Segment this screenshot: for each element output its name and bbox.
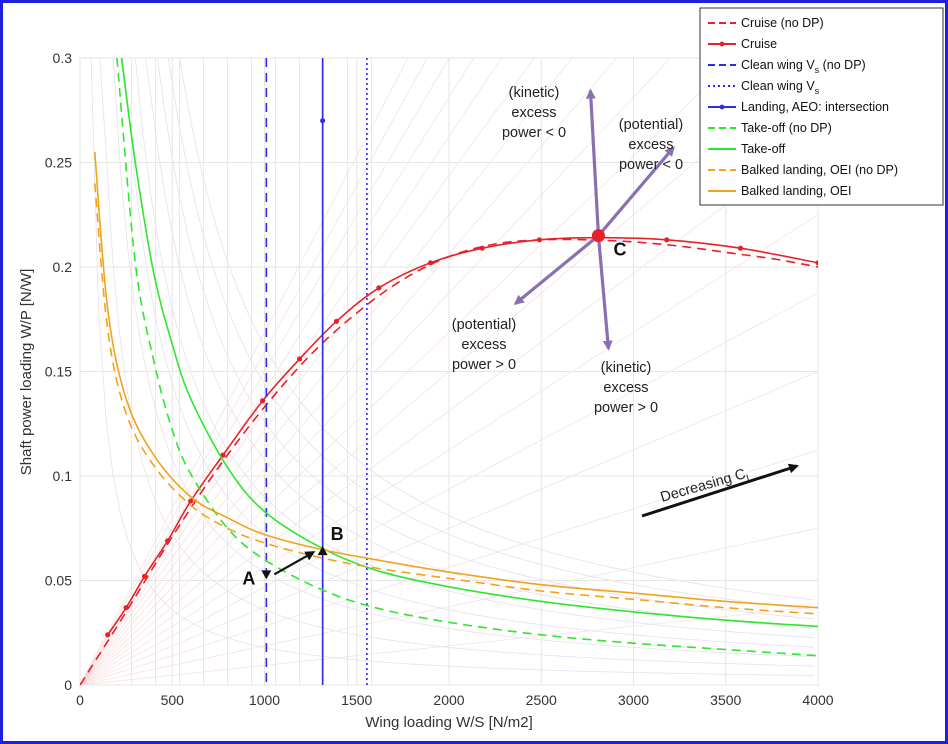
- tick-labels: 0 500 1000 1500 2000 2500 3000 3500 4000 0 0.05 0.1…: [45, 50, 834, 708]
- series-cruise-marker: [536, 237, 543, 243]
- series-balked-landing-oei-line: [94, 151, 818, 609]
- series-layer: [80, 58, 818, 685]
- arrow-potential-positive: [513, 234, 600, 305]
- legend: Cruise (no DP) Cruise Clean wing Vs (no DP…: [699, 7, 944, 206]
- legend-entry: Cruise: [741, 37, 777, 51]
- bg-hyperbola: [99, 58, 815, 667]
- series-cruise-marker: [664, 237, 670, 243]
- grid: [79, 57, 819, 686]
- annotation-kinetic-negative: (kinetic) excess power < 0: [502, 85, 566, 141]
- bg-hyperbola: [167, 58, 815, 610]
- y-tick-label: 0.05: [45, 573, 72, 589]
- point-b-label: B: [331, 524, 344, 544]
- x-tick-label: 1500: [341, 692, 372, 708]
- x-tick-label: 2000: [433, 692, 464, 708]
- x-tick-label: 0: [76, 692, 84, 708]
- legend-marker: [719, 104, 725, 110]
- bg-hyperbola: [157, 58, 815, 620]
- x-tick-label: 4000: [802, 692, 833, 708]
- y-axis-label: Shaft power loading W/P [N/W]: [18, 269, 35, 475]
- y-tick-label: 0.2: [53, 259, 73, 275]
- bg-ray: [80, 58, 409, 685]
- arrow-kinetic-negative: [585, 88, 601, 236]
- point-a-marker: [261, 570, 272, 580]
- series-cruise-marker: [376, 285, 382, 291]
- series-cruise-marker: [141, 573, 148, 579]
- bg-ray: [80, 58, 428, 685]
- series-cruise-marker: [296, 356, 303, 362]
- x-axis-label: Wing loading W/S [N/m2]: [365, 714, 533, 731]
- point-c-label: C: [613, 240, 626, 260]
- bg-hyperbola: [90, 58, 815, 676]
- series-landing-aeo-intersection-marker: [320, 118, 326, 124]
- x-tick-label: 3000: [618, 692, 649, 708]
- legend-entry: Balked landing, OEI: [741, 184, 852, 198]
- series-cruise-marker: [123, 605, 129, 611]
- legend-entry: Take-off (no DP): [741, 121, 832, 135]
- series-cruise-marker: [165, 538, 171, 544]
- point-a-label: A: [242, 568, 255, 588]
- legend-marker: [719, 41, 725, 47]
- series-cruise-marker: [220, 452, 226, 458]
- bg-hyperbola: [112, 58, 815, 657]
- series-cruise-marker: [260, 398, 266, 404]
- arrow-potential-negative: [597, 146, 675, 237]
- series-cruise-marker: [333, 318, 340, 324]
- annotation-potential-negative: (potential) excess power < 0: [619, 117, 683, 173]
- annotation-potential-positive: (potential) excess power > 0: [452, 317, 516, 373]
- annotation-kinetic-positive: (kinetic) excess power > 0: [594, 360, 658, 416]
- arrow-decreasing-cl: [641, 463, 799, 518]
- x-tick-label: 1000: [249, 692, 280, 708]
- legend-entry: Balked landing, OEI (no DP): [741, 163, 898, 177]
- point-c-marker: [591, 229, 605, 243]
- x-tick-label: 3500: [710, 692, 741, 708]
- series-balked-landing-oei-no-dp-line: [94, 183, 818, 615]
- series-cruise-marker: [188, 498, 194, 504]
- bg-hyperbola: [134, 58, 815, 639]
- y-tick-label: 0.15: [45, 364, 72, 380]
- series-cruise-marker: [815, 260, 818, 266]
- arrow-kinetic-positive: [596, 235, 613, 351]
- series-cruise-marker: [427, 260, 434, 266]
- legend-entry: Cruise (no DP): [741, 16, 824, 30]
- legend-entry: Clean wing Vs (no DP): [741, 58, 866, 75]
- series-cruise-marker: [105, 632, 111, 638]
- series-cruise-marker: [479, 245, 485, 251]
- y-tick-label: 0: [64, 677, 72, 693]
- legend-entry: Landing, AEO: intersection: [741, 100, 889, 114]
- legend-entry: Take-off: [741, 142, 786, 156]
- bg-hyperbola: [179, 58, 815, 601]
- series-take-off-no-dp-line: [116, 58, 818, 657]
- y-tick-label: 0.3: [53, 50, 73, 66]
- series-take-off-line: [120, 58, 818, 628]
- y-tick-label: 0.25: [45, 155, 72, 171]
- arrow-a-to-b: [273, 551, 316, 576]
- point-b-marker: [317, 546, 328, 556]
- x-tick-label: 2500: [526, 692, 557, 708]
- series-cruise-marker: [737, 245, 744, 251]
- bg-hyperbola: [122, 58, 815, 648]
- legend-entry: Clean wing Vs: [741, 79, 820, 96]
- x-tick-label: 500: [161, 692, 185, 708]
- y-tick-label: 0.1: [53, 468, 73, 484]
- legend-box: [699, 7, 944, 206]
